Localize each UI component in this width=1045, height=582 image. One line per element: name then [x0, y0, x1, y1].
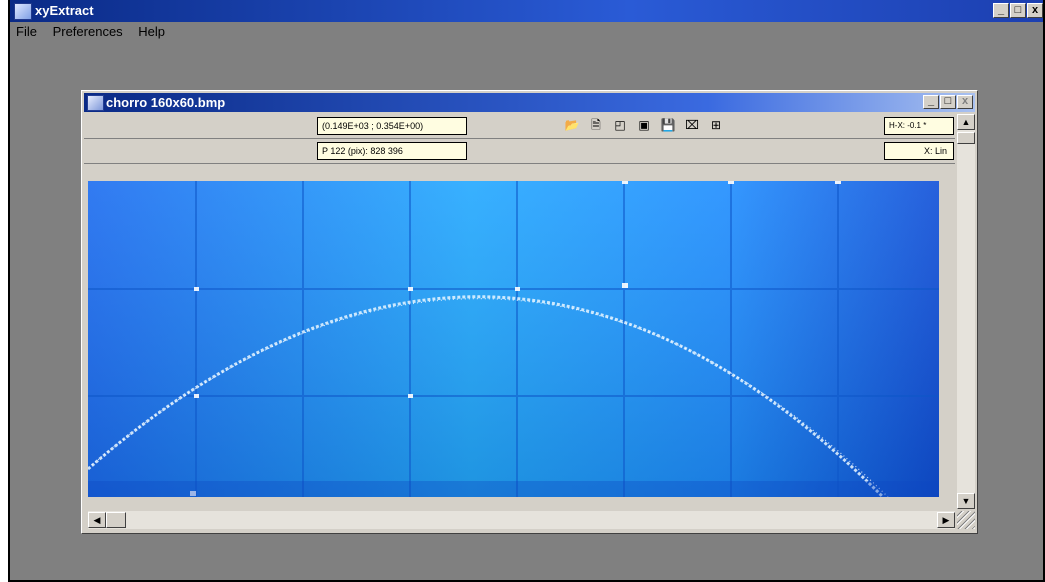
- app-maximize-button[interactable]: □: [1010, 3, 1026, 18]
- app-titlebar[interactable]: xyExtract _ □ x: [10, 0, 1043, 22]
- app-title: xyExtract: [35, 3, 94, 18]
- app-window: xyExtract _ □ x File Preferences Help ch…: [8, 0, 1045, 582]
- vertical-scrollbar[interactable]: ▲ ▼: [957, 114, 975, 509]
- horizontal-scrollbar[interactable]: ◀ ▶: [88, 511, 955, 529]
- toolbar: 📂 🗎 ◰ ▣ 💾 ⌧ ⊞: [562, 116, 726, 135]
- scroll-right-button[interactable]: ▶: [937, 512, 955, 528]
- calibrate-icon[interactable]: ◰: [610, 116, 630, 135]
- menu-preferences[interactable]: Preferences: [52, 24, 123, 39]
- clear-points-icon[interactable]: ⌧: [682, 116, 702, 135]
- x-scale-selector[interactable]: X: Lin: [884, 142, 954, 160]
- grid-icon[interactable]: ⊞: [706, 116, 726, 135]
- image-canvas[interactable]: [88, 181, 939, 497]
- doc-minimize-button[interactable]: _: [923, 95, 939, 109]
- doc-titlebar[interactable]: chorro 160x60.bmp _ □ x: [84, 93, 975, 112]
- vertical-scroll-thumb[interactable]: [957, 132, 975, 144]
- scroll-up-button[interactable]: ▲: [957, 114, 975, 130]
- toolbar-row-2: P 122 (pix): 828 396 X: Lin: [84, 139, 955, 164]
- zoom-icon[interactable]: ▣: [634, 116, 654, 135]
- jet-photo: [88, 181, 939, 497]
- menubar: File Preferences Help: [10, 22, 1043, 42]
- coordinate-readout: (0.149E+03 ; 0.354E+00): [317, 117, 467, 135]
- doc-close-button[interactable]: x: [957, 95, 973, 109]
- point-readout: P 122 (pix): 828 396: [317, 142, 467, 160]
- app-minimize-button[interactable]: _: [993, 3, 1009, 18]
- image-document-window: chorro 160x60.bmp _ □ x (0.149E+03 ; 0.3…: [81, 90, 978, 534]
- new-page-icon[interactable]: 🗎: [586, 116, 606, 135]
- menu-help[interactable]: Help: [138, 24, 166, 39]
- scroll-down-button[interactable]: ▼: [957, 493, 975, 509]
- app-close-button[interactable]: x: [1027, 3, 1043, 18]
- toolbar-row-1: (0.149E+03 ; 0.354E+00) 📂 🗎 ◰ ▣ 💾 ⌧ ⊞ H-…: [84, 114, 955, 139]
- hx-readout: H-X: -0.1 *: [884, 117, 954, 135]
- menu-file[interactable]: File: [16, 24, 37, 39]
- save-disk-icon[interactable]: 💾: [658, 116, 678, 135]
- resize-grip[interactable]: [957, 511, 975, 529]
- doc-maximize-button[interactable]: □: [940, 95, 956, 109]
- document-icon: [87, 95, 104, 111]
- doc-title: chorro 160x60.bmp: [106, 95, 226, 110]
- scroll-left-button[interactable]: ◀: [88, 512, 106, 528]
- app-icon: [14, 3, 32, 20]
- open-folder-icon[interactable]: 📂: [562, 116, 582, 135]
- horizontal-scroll-thumb[interactable]: [106, 512, 126, 528]
